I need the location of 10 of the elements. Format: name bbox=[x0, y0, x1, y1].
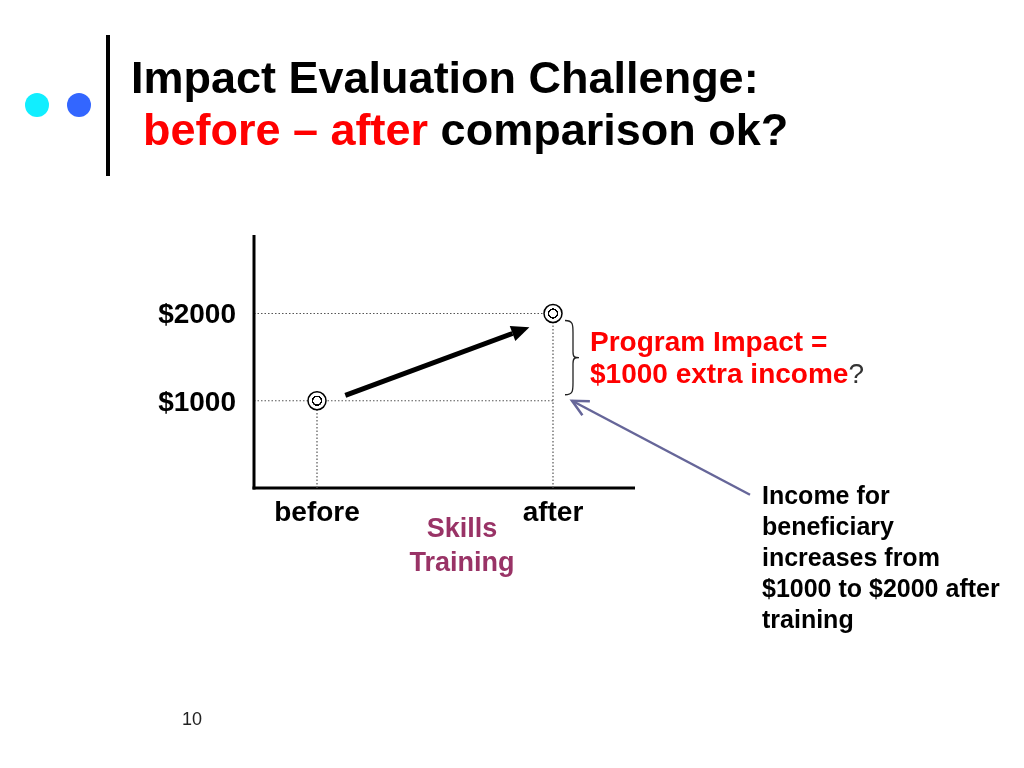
text: Income for beneficiary increases from $1000 to $2000 after training bbox=[762, 480, 1000, 633]
text: 10 bbox=[181, 709, 203, 729]
text: Program Impact = $1000 extra income? bbox=[590, 325, 864, 389]
chart-title: Impact Evaluation Challenge: bbox=[131, 52, 759, 103]
x-axis-title: Skills Training bbox=[409, 513, 515, 577]
y-tick-label: $2000 bbox=[158, 298, 236, 330]
chart-subtitle: before – after comparison ok? bbox=[143, 104, 789, 155]
x-tick-label: before bbox=[274, 496, 360, 527]
x-tick-label: after bbox=[522, 496, 584, 527]
y-tick-label: $1000 bbox=[158, 385, 236, 417]
